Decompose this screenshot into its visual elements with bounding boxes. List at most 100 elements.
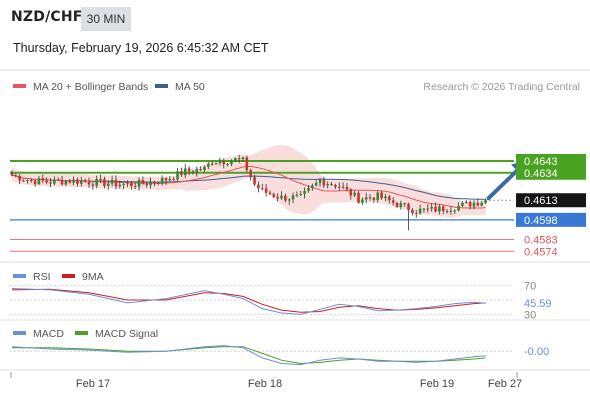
candle-body <box>68 180 72 183</box>
macd-signal-legend-label: MACD Signal <box>95 328 158 340</box>
candle-body <box>18 175 21 181</box>
candle-body <box>22 180 25 182</box>
timeframe-badge[interactable]: 30 MIN <box>81 7 131 31</box>
x-tick-label: Feb 17 <box>76 378 110 390</box>
candle-body <box>295 194 299 196</box>
candle-body <box>106 183 110 186</box>
candle-body <box>133 185 137 187</box>
candle-body <box>376 192 380 201</box>
legend-label: MA 20 + Bollinger Bands <box>33 81 148 93</box>
candle-body <box>349 189 353 196</box>
candle-body <box>434 206 437 212</box>
candle-body <box>110 179 114 184</box>
candle-body <box>60 180 64 185</box>
candle-body <box>318 180 322 183</box>
candle-body <box>95 178 98 186</box>
candle-body <box>230 160 233 165</box>
candle-body <box>149 182 152 186</box>
candle-body <box>449 210 453 212</box>
candle-body <box>414 213 418 215</box>
candle-body <box>380 192 383 199</box>
candle-body <box>276 196 279 199</box>
candle-body <box>465 201 468 203</box>
candle-body <box>76 179 79 184</box>
candle-body <box>14 175 18 177</box>
candle-body <box>253 177 256 185</box>
candle-body <box>430 206 433 209</box>
candle-body <box>357 192 360 203</box>
resistance-label-box <box>516 165 586 180</box>
candle-body <box>49 182 52 184</box>
macd-signal-legend-swatch <box>75 331 88 335</box>
candle-body <box>222 161 226 165</box>
candle-body <box>118 184 122 187</box>
x-tick-label: Feb 19 <box>420 378 454 390</box>
x-tick-label: Feb 27 <box>488 378 522 390</box>
candle-body <box>438 206 441 212</box>
forecast-arrow-shaft <box>486 167 521 201</box>
candle-body <box>330 184 333 186</box>
legend-label: MA 50 <box>175 81 205 93</box>
candle-body <box>241 157 245 160</box>
rsi-legend-label: RSI <box>33 271 51 283</box>
candle-body <box>422 208 426 210</box>
candle-body <box>372 197 376 201</box>
macd-legend-swatch <box>13 331 26 335</box>
candle-body <box>26 180 29 182</box>
resistance-label-box <box>516 153 586 168</box>
candle-body <box>445 211 449 213</box>
macd-signal-line <box>12 346 486 365</box>
candle-body <box>45 180 48 183</box>
candle-body <box>257 184 260 189</box>
candle-body <box>337 186 341 188</box>
candle-body <box>195 169 199 173</box>
candle-body <box>418 208 422 214</box>
candle-body <box>172 178 175 180</box>
candle-body <box>56 179 60 181</box>
candle-body <box>403 203 406 205</box>
candle-body <box>291 195 295 200</box>
candle-body <box>307 187 310 191</box>
candle-body <box>218 161 222 164</box>
candle-body <box>411 209 414 214</box>
candle-body <box>153 182 156 184</box>
rsi-ma-legend-label: 9MA <box>82 271 104 283</box>
candle-body <box>314 182 318 186</box>
candle-body <box>245 157 249 171</box>
candle-body <box>284 195 287 201</box>
candle-body <box>326 184 329 186</box>
candle-body <box>87 181 91 185</box>
candle-body <box>341 186 345 188</box>
candle-body <box>210 163 214 165</box>
pivot-label-box <box>516 212 586 227</box>
candle-body <box>484 200 487 203</box>
candle-body <box>29 180 33 182</box>
candle-body <box>183 168 187 176</box>
rsi-legend-swatch <box>13 274 26 278</box>
candle-body <box>41 178 45 181</box>
candle-body <box>264 188 268 193</box>
pivot-label: 0.4598 <box>524 215 558 227</box>
candle-body <box>80 180 83 184</box>
candle-body <box>168 178 172 181</box>
candle-body <box>249 170 252 178</box>
candle-body <box>199 169 202 171</box>
candle-body <box>99 178 102 180</box>
candle-body <box>364 197 368 200</box>
candle-body <box>303 190 306 194</box>
rsi-tick-70: 70 <box>524 281 536 293</box>
candle-body <box>64 180 68 185</box>
candle-body <box>399 203 403 208</box>
candle-body <box>280 195 283 199</box>
candle-body <box>83 180 87 182</box>
candle-body <box>191 171 195 173</box>
candle-body <box>384 196 387 199</box>
macd-value-label: -0.00 <box>524 346 549 358</box>
ma20-line <box>11 165 486 209</box>
candle-body <box>114 179 118 187</box>
candle-body <box>334 184 337 188</box>
rsi-tick-30: 30 <box>524 309 536 321</box>
candle-body <box>368 197 372 199</box>
pair-title: NZD/CHF <box>11 9 83 25</box>
